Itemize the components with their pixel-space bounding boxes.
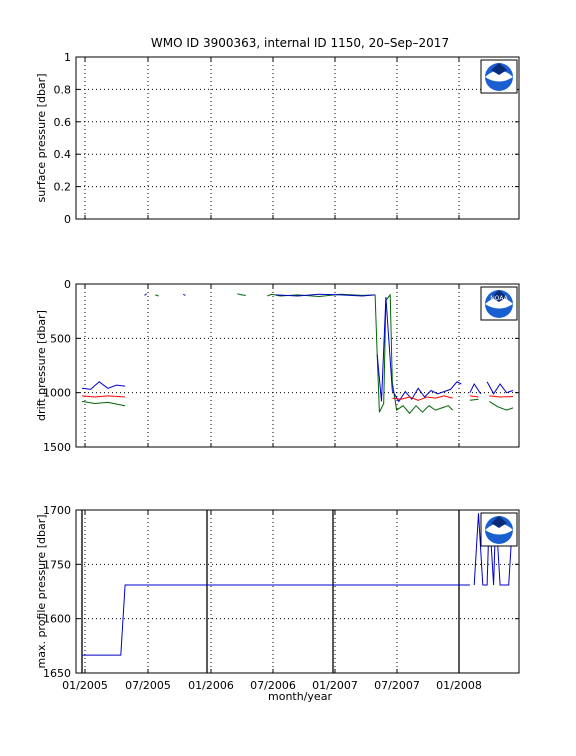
logo-text: NOAA [490, 295, 508, 302]
noaa-logo-icon [480, 59, 518, 94]
series-line-red [489, 395, 514, 398]
y-axis-label: surface pressure [dbar] [35, 74, 48, 203]
x-tick-label: 07/2006 [250, 679, 296, 692]
series-line-green [81, 400, 126, 407]
logo-bird [491, 516, 507, 528]
series-line-blue [82, 584, 470, 656]
y-axis-label: drift pressure [dbar] [35, 310, 48, 421]
series-line-blue [473, 513, 514, 586]
x-tick-label: 07/2005 [125, 679, 171, 692]
y-tick-label: 1700 [43, 504, 71, 517]
x-tick-labels: 01/2005 07/2005 01/2006 07/2006 01/2007 07/20… [62, 679, 482, 692]
series-line-green [374, 293, 454, 415]
logo-bird [491, 290, 507, 302]
plot-area [75, 283, 520, 448]
series-line-green [489, 400, 514, 411]
y-tick-label: 0 [64, 213, 71, 226]
y-tick-label: 0.8 [54, 83, 72, 96]
chart-title: WMO ID 3900363, internal ID 1150, 20–Sep… [151, 36, 449, 50]
y-tick-label: 1000 [43, 387, 71, 400]
noaa-logo-icon: NOAA [480, 286, 518, 321]
logo-wave [485, 523, 513, 535]
x-tick-label: 01/2008 [436, 679, 482, 692]
y-tick-label: 1650 [43, 667, 71, 680]
y-tick-label: 1500 [43, 441, 71, 454]
noaa-logo-icon [480, 512, 518, 547]
plot-area [75, 56, 520, 220]
series-line-red [81, 395, 126, 398]
logo-wave [485, 297, 513, 309]
plot-area [75, 509, 520, 674]
y-tick-label: 500 [50, 332, 71, 345]
series-line-green [267, 293, 376, 298]
x-axis-label: month/year [268, 690, 332, 703]
y-tick-label: 0 [64, 278, 71, 291]
y-tick-label: 1 [64, 51, 71, 64]
series-line-green [237, 293, 246, 296]
y-axis-label: max. profile pressure [dbar] [35, 514, 48, 668]
y-tick-label: 0.6 [54, 116, 72, 129]
logo-bird [491, 63, 507, 75]
series-line-green [155, 294, 159, 297]
series-line-green [469, 398, 479, 401]
series-line-blue [486, 381, 514, 395]
logo-wave [485, 70, 513, 82]
series-line-blue [183, 293, 186, 296]
series-line-blue [81, 381, 126, 390]
y-tick-label: 1750 [43, 558, 71, 571]
panel-2: 0 500 1000 1500 drift pressure [dbar] NOAA [35, 278, 520, 454]
series-line-red [392, 395, 453, 401]
y-tick-label: 0.2 [54, 181, 72, 194]
x-tick-label: 01/2007 [312, 679, 358, 692]
x-tick-label: 01/2005 [62, 679, 108, 692]
series-line-blue [376, 296, 462, 403]
series-line-blue [275, 293, 376, 297]
series-line-blue [144, 293, 147, 296]
y-tick-label: 0.4 [54, 148, 72, 161]
x-tick-label: 01/2006 [188, 679, 234, 692]
panel-1: 0 0.2 0.4 0.6 0.8 1 surface pressure [dbar] [35, 51, 520, 226]
y-tick-label: 1600 [43, 613, 71, 626]
x-tick-label: 07/2007 [374, 679, 420, 692]
series-line-red [469, 395, 479, 398]
series-line-blue [469, 382, 482, 395]
